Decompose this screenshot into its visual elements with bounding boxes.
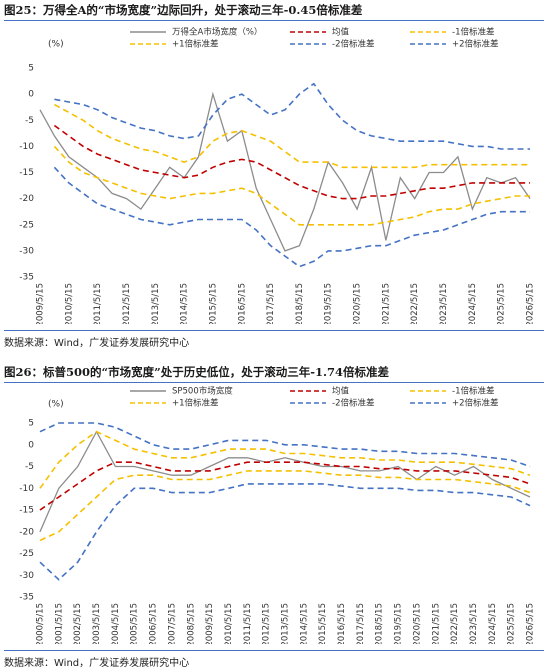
x-tick-label: 2009/5/15 bbox=[36, 283, 46, 324]
y-tick-label: -20 bbox=[19, 194, 34, 204]
x-tick-label: 2015/5/15 bbox=[208, 283, 218, 324]
legend-label: +2倍标准差 bbox=[452, 39, 499, 50]
y-tick-label: 0 bbox=[28, 440, 34, 450]
y-tick-label: -30 bbox=[19, 571, 34, 581]
y-tick-label: 0 bbox=[28, 90, 34, 100]
x-tick-label: 2025/5/15 bbox=[497, 283, 507, 324]
y-tick-label: -35 bbox=[19, 593, 34, 603]
x-tick-label: 2007/5/15 bbox=[167, 603, 177, 644]
series-line bbox=[39, 422, 531, 468]
series-line bbox=[39, 483, 531, 581]
x-tick-label: 2019/5/15 bbox=[324, 283, 334, 324]
x-tick-label: 2012/5/15 bbox=[262, 603, 272, 644]
legend-label: +2倍标准差 bbox=[452, 398, 499, 409]
x-tick-label: 2011/5/15 bbox=[93, 283, 103, 324]
x-tick-label: 2001/5/15 bbox=[54, 603, 64, 644]
x-tick-label: 2008/5/15 bbox=[186, 603, 196, 644]
chart: (%) -35 -30 -25 -20 -15 -10 -5 0 5 2009/5/15 2010/5… bbox=[19, 27, 536, 325]
y-tick-label: -35 bbox=[19, 273, 34, 283]
y-tick-label: -25 bbox=[19, 220, 34, 230]
x-tick-label: 2026/5/15 bbox=[526, 283, 536, 324]
series-line bbox=[53, 166, 530, 268]
x-tick-label: 2019/5/15 bbox=[394, 603, 404, 644]
legend-label: -2倍标准差 bbox=[332, 398, 374, 409]
x-tick-label: 2009/5/15 bbox=[205, 603, 215, 644]
y-tick-label: -10 bbox=[19, 142, 34, 152]
y-tick-label: -10 bbox=[19, 484, 34, 494]
series-line bbox=[53, 124, 530, 200]
x-tick-label: 2015/5/15 bbox=[318, 603, 328, 644]
figure-caption: 图25：万得全A的“市场宽度”边际回升，处于滚动三年-0.45倍标准差 bbox=[4, 2, 544, 21]
figure-caption: 图26：标普500的“市场宽度”处于历史低位，处于滚动三年-1.74倍标准差 bbox=[4, 364, 544, 383]
x-tick-label: 2023/5/15 bbox=[439, 283, 449, 324]
x-tick-label: 2021/5/15 bbox=[381, 283, 391, 324]
source-note: 数据来源：Wind，广发证券发展研究中心 bbox=[4, 650, 544, 669]
legend-label: -1倍标准差 bbox=[452, 386, 494, 397]
y-tick-label: 5 bbox=[28, 64, 34, 74]
chart: (%) -35 -30 -25 -20 -15 -10 -5 0 5 2000/5/15 2001/5… bbox=[19, 386, 536, 645]
y-tick-label: -15 bbox=[19, 168, 34, 178]
x-tick-label: 2024/5/15 bbox=[488, 603, 498, 644]
x-tick-label: 2025/5/15 bbox=[507, 603, 517, 644]
x-tick-label: 2016/5/15 bbox=[337, 603, 347, 644]
series-line bbox=[39, 430, 531, 489]
x-tick-label: 2002/5/15 bbox=[73, 603, 83, 644]
series-line bbox=[53, 145, 530, 226]
legend-label: +1倍标准差 bbox=[172, 398, 219, 409]
x-tick-label: 2023/5/15 bbox=[469, 603, 479, 644]
x-tick-label: 2003/5/15 bbox=[92, 603, 102, 644]
y-unit: (%) bbox=[48, 40, 64, 50]
series-line bbox=[54, 82, 530, 150]
x-tick-label: 2018/5/15 bbox=[295, 283, 305, 324]
y-tick-label: -20 bbox=[19, 527, 34, 537]
x-tick-label: 2014/5/15 bbox=[180, 283, 190, 324]
legend-label: -2倍标准差 bbox=[332, 39, 374, 50]
x-tick-label: 2014/5/15 bbox=[299, 603, 309, 644]
y-tick-label: -5 bbox=[25, 116, 34, 126]
x-tick-label: 2010/5/15 bbox=[64, 283, 74, 324]
x-tick-label: 2022/5/15 bbox=[450, 603, 460, 644]
x-tick-label: 2005/5/15 bbox=[130, 603, 140, 644]
x-tick-label: 2017/5/15 bbox=[356, 603, 366, 644]
legend-label: +1倍标准差 bbox=[172, 39, 219, 50]
x-tick-label: 2012/5/15 bbox=[122, 283, 132, 324]
x-tick-label: 2018/5/15 bbox=[375, 603, 385, 644]
source-note: 数据来源：Wind，广发证券发展研究中心 bbox=[4, 330, 544, 349]
series-line bbox=[39, 461, 531, 511]
legend-label: 万得全A市场宽度（%） bbox=[172, 27, 262, 38]
y-unit: (%) bbox=[48, 400, 64, 410]
x-tick-label: 2006/5/15 bbox=[149, 603, 159, 644]
x-tick-label: 2026/5/15 bbox=[526, 603, 536, 644]
series-line bbox=[39, 470, 531, 542]
x-tick-label: 2013/5/15 bbox=[281, 603, 291, 644]
y-tick-label: -5 bbox=[25, 462, 34, 472]
y-tick-label: 5 bbox=[28, 419, 34, 429]
legend-label: -1倍标准差 bbox=[452, 27, 494, 38]
series-line bbox=[39, 430, 531, 533]
legend-label: 均值 bbox=[332, 386, 350, 397]
x-tick-label: 2022/5/15 bbox=[410, 283, 420, 324]
x-tick-label: 2017/5/15 bbox=[266, 283, 276, 324]
x-tick-label: 2021/5/15 bbox=[431, 603, 441, 644]
legend-label: 均值 bbox=[332, 27, 350, 38]
x-tick-label: 2020/5/15 bbox=[412, 603, 422, 644]
y-tick-label: -15 bbox=[19, 506, 34, 516]
x-tick-label: 2024/5/15 bbox=[468, 283, 478, 324]
x-tick-label: 2016/5/15 bbox=[237, 283, 247, 324]
series-line bbox=[54, 103, 530, 169]
x-tick-label: 2000/5/15 bbox=[36, 603, 46, 644]
legend-label: SP500市场宽度 bbox=[172, 386, 233, 397]
y-tick-label: -30 bbox=[19, 246, 34, 256]
series-line bbox=[39, 91, 531, 252]
x-tick-label: 2020/5/15 bbox=[353, 283, 363, 324]
x-tick-label: 2010/5/15 bbox=[224, 603, 234, 644]
x-tick-label: 2011/5/15 bbox=[243, 603, 253, 644]
y-tick-label: -25 bbox=[19, 549, 34, 559]
x-tick-label: 2013/5/15 bbox=[151, 283, 161, 324]
x-tick-label: 2004/5/15 bbox=[111, 603, 121, 644]
